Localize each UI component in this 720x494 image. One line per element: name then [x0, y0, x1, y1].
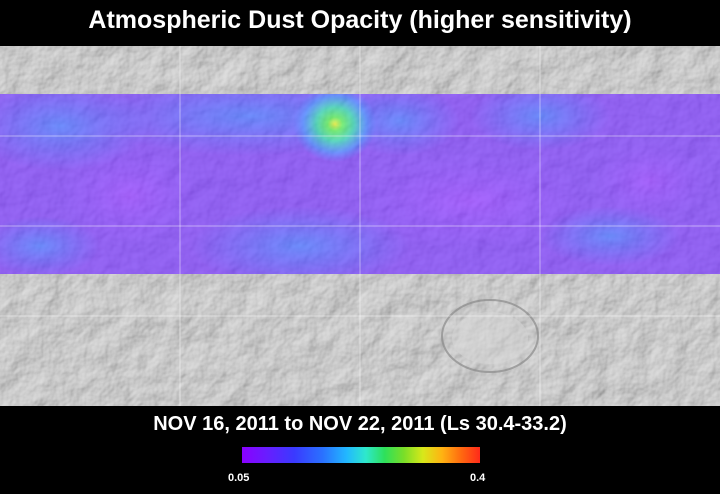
- mars-map: [0, 46, 720, 406]
- southern-basin: [441, 299, 539, 373]
- map-grid: [0, 46, 720, 406]
- southern-basin-floor: [452, 312, 528, 364]
- colorbar-min-label: 0.05: [228, 472, 250, 484]
- colorbar-max-label: 0.4: [470, 472, 486, 484]
- map-svg: [0, 46, 720, 406]
- map-title: Atmospheric Dust Opacity (higher sensiti…: [88, 6, 632, 34]
- colorbar: [242, 447, 480, 463]
- date-range: NOV 16, 2011 to NOV 22, 2011 (Ls 30.4-33…: [153, 413, 567, 435]
- dust-opacity-layer: [0, 94, 720, 274]
